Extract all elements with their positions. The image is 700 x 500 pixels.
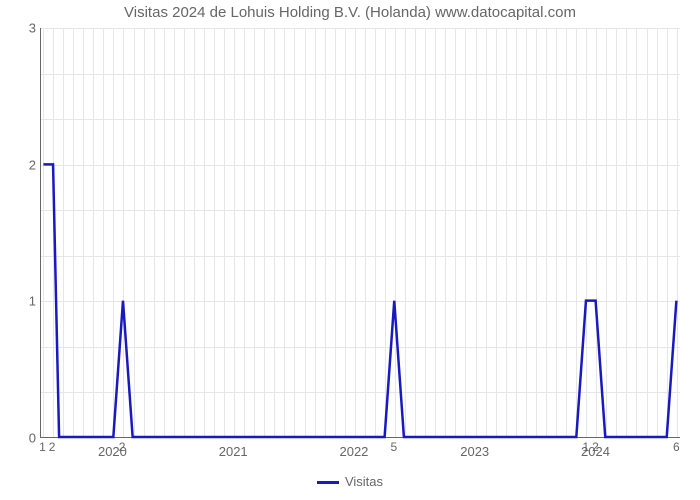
- x-tick-year: 2022: [339, 444, 368, 459]
- chart-container: Visitas 2024 de Lohuis Holding B.V. (Hol…: [0, 0, 700, 500]
- y-tick-label: 0: [6, 431, 36, 446]
- x-tick-minor: 2: [592, 440, 599, 454]
- legend: Visitas: [0, 474, 700, 489]
- y-tick-label: 2: [6, 157, 36, 172]
- x-tick-minor: 6: [673, 440, 680, 454]
- x-tick-minor: 1: [39, 440, 46, 454]
- legend-swatch: [317, 481, 339, 484]
- x-tick-year: 2023: [460, 444, 489, 459]
- plot-area: [40, 28, 680, 438]
- chart-title: Visitas 2024 de Lohuis Holding B.V. (Hol…: [0, 4, 700, 21]
- x-tick-minor: 5: [390, 440, 397, 454]
- x-tick-year: 2021: [219, 444, 248, 459]
- y-tick-label: 1: [6, 294, 36, 309]
- y-tick-label: 3: [6, 21, 36, 36]
- x-tick-minor: 1: [582, 440, 589, 454]
- x-tick-minor: 2: [119, 440, 126, 454]
- legend-label: Visitas: [345, 474, 383, 489]
- x-tick-minor: 2: [49, 440, 56, 454]
- line-series: [41, 28, 680, 437]
